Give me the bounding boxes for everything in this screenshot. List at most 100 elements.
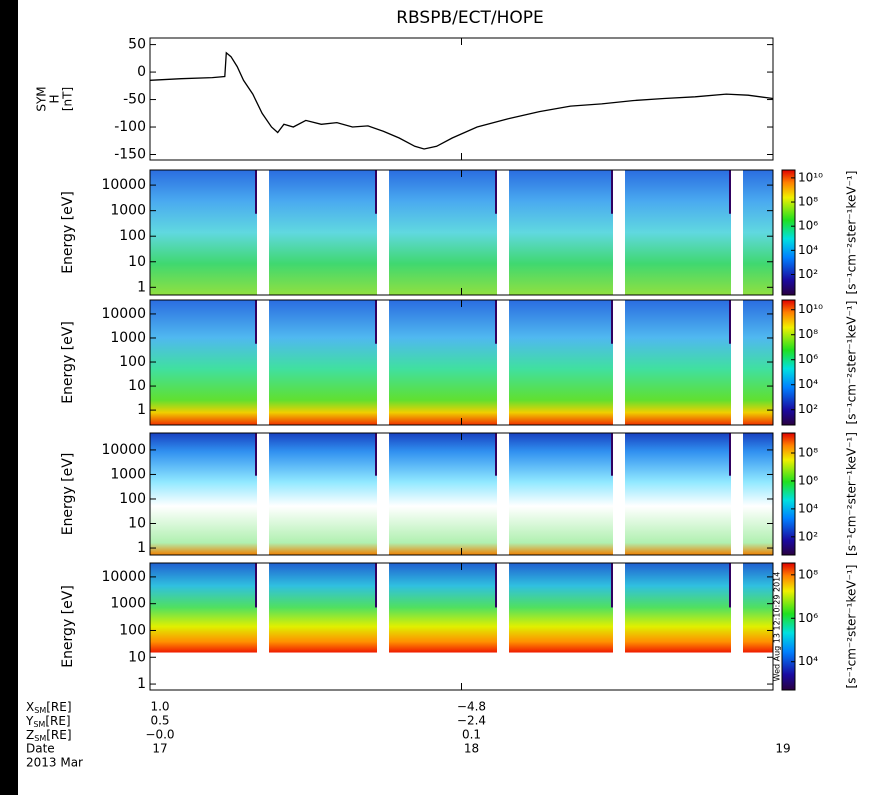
ephemeris-label: XSM[RE] [26, 700, 72, 715]
data-gap [377, 563, 389, 690]
sub: SM [33, 720, 45, 729]
colorbar-tick-label: 10⁴ [798, 377, 818, 391]
y-tick-label: -100 [114, 119, 146, 135]
gap-edge [729, 433, 731, 476]
unit: [RE] [46, 700, 71, 714]
gap-edge [375, 300, 377, 344]
colorbar-tick-label: 10² [798, 267, 818, 281]
timestamp: Wed Aug 13 12:10:29 2014 [773, 572, 782, 682]
colorbar-tick-label: 10⁸ [798, 327, 818, 341]
ephemeris-value: 1.0 [150, 700, 169, 714]
colorbar-tick-label: 10⁴ [798, 243, 818, 257]
y-tick-label: 10 [128, 378, 146, 394]
unit: [RE] [45, 714, 70, 728]
data-gap [377, 300, 389, 425]
x-tick-label: 18 [464, 742, 479, 756]
ephemeris-value: −2.4 [457, 714, 486, 728]
gap-edge [611, 300, 613, 344]
colorbar [781, 562, 796, 691]
data-gap [497, 300, 509, 425]
y-tick-label: 10000 [101, 442, 146, 458]
gap-edge [729, 563, 731, 608]
ephemeris-value: −0.0 [145, 728, 174, 742]
y-tick-label: 1 [137, 279, 146, 295]
x-tick-label: 17 [152, 742, 167, 756]
unit: [RE] [46, 728, 71, 742]
colorbar-tick-label: 10⁴ [798, 654, 818, 668]
colorbar-label: [s⁻¹cm⁻²ster⁻¹keV⁻¹] [845, 301, 859, 425]
data-gap [613, 563, 625, 690]
y-tick-label: 50 [128, 37, 146, 53]
data-gap [257, 433, 269, 555]
colorbar-tick-label: 10² [798, 529, 818, 543]
colorbar-tick-label: 10² [798, 402, 818, 416]
data-gap [377, 170, 389, 295]
colorbar-tick-label: 10⁸ [798, 445, 818, 459]
gap-edge [255, 433, 257, 476]
data-gap [613, 170, 625, 295]
data-gap [613, 433, 625, 555]
colorbar [781, 432, 796, 556]
y-tick-label: 100 [119, 228, 146, 244]
data-gap [497, 563, 509, 690]
y-tick-label: 100 [119, 354, 146, 370]
data-gap [257, 300, 269, 425]
y-tick-label: 1 [137, 540, 146, 556]
sym-h-line [149, 51, 774, 150]
gap-edge [375, 170, 377, 214]
colorbar [781, 299, 796, 426]
y-tick-label: -150 [114, 147, 146, 163]
y-tick-label: 1000 [110, 330, 146, 346]
colorbar-label: [s⁻¹cm⁻²ster⁻¹keV⁻¹] [845, 565, 859, 689]
gap-edge [495, 563, 497, 608]
y-tick-label: 1 [137, 402, 146, 418]
colorbar-tick-label: 10⁶ [798, 473, 818, 487]
gap-edge [375, 563, 377, 608]
data-gap [497, 433, 509, 555]
var: X [26, 700, 34, 714]
y-tick-label: -50 [123, 92, 146, 108]
spectrogram-image [150, 433, 773, 555]
y-axis-label: [nT] [61, 87, 75, 111]
ephemeris-value: −4.8 [457, 700, 486, 714]
y-tick-label: 10000 [101, 569, 146, 585]
y-tick-label: 1000 [110, 466, 146, 482]
y-tick-label: 1000 [110, 203, 146, 219]
spectrogram-image [150, 300, 773, 425]
var: Y [25, 714, 34, 728]
data-gap [377, 433, 389, 555]
var: Z [26, 728, 34, 742]
gap-edge [255, 170, 257, 214]
ephemeris-value: 0.5 [150, 714, 169, 728]
colorbar-tick-label: 10⁸ [798, 195, 818, 209]
y-tick-label: 1 [137, 676, 146, 692]
data-gap [731, 433, 743, 555]
y-axis-label: SYM [35, 86, 49, 111]
y-tick-label: 100 [119, 622, 146, 638]
x-tick-label: 19 [775, 742, 790, 756]
y-axis-label: H [48, 94, 62, 103]
data-gap [731, 300, 743, 425]
gap-edge [495, 300, 497, 344]
y-axis-label: Energy [eV] [60, 191, 76, 274]
gap-edge [375, 433, 377, 476]
y-tick-label: 10 [128, 649, 146, 665]
data-gap [257, 563, 269, 690]
gap-edge [495, 433, 497, 476]
sub: SM [34, 734, 46, 743]
y-tick-label: 10 [128, 516, 146, 532]
colorbar-label: [s⁻¹cm⁻²ster⁻¹keV⁻¹] [845, 432, 859, 556]
y-axis-label: Energy [eV] [60, 453, 76, 536]
data-gap [731, 170, 743, 295]
colorbar-tick-label: 10¹⁰ [798, 170, 823, 184]
colorbar-tick-label: 10⁶ [798, 611, 818, 625]
sub: SM [34, 706, 46, 715]
data-gap [497, 170, 509, 295]
data-gap [613, 300, 625, 425]
y-tick-label: 0 [137, 64, 146, 80]
gap-edge [611, 170, 613, 214]
ephemeris-label: YSM[RE] [25, 714, 71, 729]
colorbar-tick-label: 10¹⁰ [798, 302, 823, 316]
